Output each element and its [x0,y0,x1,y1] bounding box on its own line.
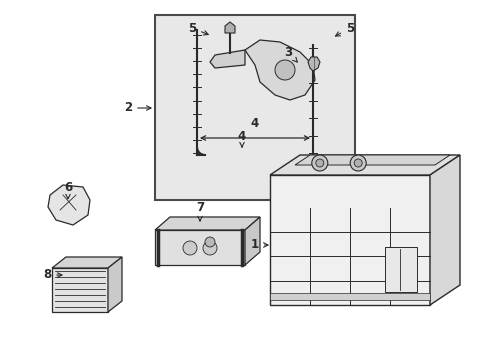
Circle shape [274,60,294,80]
Text: 4: 4 [250,117,259,130]
Polygon shape [52,257,122,268]
Text: 8: 8 [43,269,62,282]
Circle shape [353,159,362,167]
Bar [385,247,416,292]
Polygon shape [209,50,244,68]
Circle shape [311,155,327,171]
Polygon shape [155,217,260,230]
Polygon shape [224,22,235,33]
Polygon shape [52,268,108,312]
Text: 3: 3 [284,45,297,62]
Polygon shape [244,40,314,100]
Text: 7: 7 [196,202,203,221]
Circle shape [315,159,323,167]
Bar [155,15,354,200]
Polygon shape [244,217,260,265]
Polygon shape [269,155,459,175]
Polygon shape [155,230,244,265]
Text: 1: 1 [250,238,267,252]
Polygon shape [429,155,459,305]
Polygon shape [108,257,122,312]
Circle shape [203,241,217,255]
Polygon shape [269,293,429,300]
Circle shape [183,241,197,255]
Text: 4: 4 [237,130,245,147]
Polygon shape [294,155,449,165]
Text: 5: 5 [187,22,208,35]
Text: 5: 5 [335,22,353,36]
Circle shape [349,155,366,171]
Polygon shape [307,57,319,71]
Text: 2: 2 [123,102,151,114]
Polygon shape [48,185,90,225]
Text: 6: 6 [64,181,72,199]
Circle shape [204,237,215,247]
Polygon shape [269,175,429,305]
